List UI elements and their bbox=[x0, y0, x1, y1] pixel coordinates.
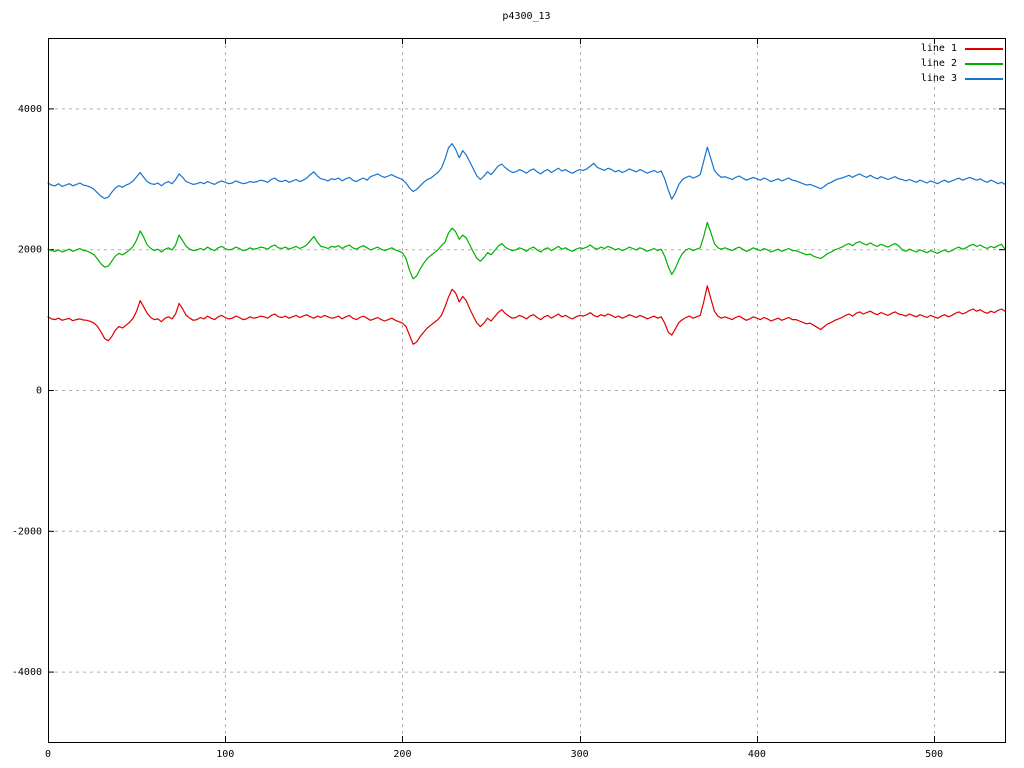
axis-ticks bbox=[48, 38, 1005, 742]
gridlines bbox=[48, 38, 1005, 742]
x-tick-label: 0 bbox=[45, 749, 51, 760]
legend-swatch-line-2 bbox=[965, 62, 1003, 65]
legend-item: line 3 bbox=[921, 71, 1003, 86]
x-tick-label: 500 bbox=[925, 749, 943, 760]
legend-swatch-line-3 bbox=[965, 77, 1003, 80]
chart-title: p4300_13 bbox=[502, 11, 551, 22]
legend: line 1 line 2 line 3 bbox=[921, 41, 1003, 86]
y-tick-label: -2000 bbox=[12, 526, 42, 537]
legend-item: line 2 bbox=[921, 56, 1003, 71]
x-tick-label: 400 bbox=[748, 749, 766, 760]
x-tick-label: 300 bbox=[571, 749, 589, 760]
x-tick-label: 200 bbox=[393, 749, 411, 760]
legend-item: line 1 bbox=[921, 41, 1003, 56]
series-line-1 bbox=[47, 285, 1006, 345]
y-tick-label: 2000 bbox=[18, 245, 42, 256]
legend-swatch-line-1 bbox=[965, 47, 1003, 50]
y-tick-label: 4000 bbox=[18, 104, 42, 115]
axis-tick-labels: -4000 -2000 0 2000 4000 0 100 200 300 400 500 bbox=[12, 104, 943, 760]
y-tick-label: -4000 bbox=[12, 667, 42, 678]
legend-label: line 1 bbox=[920, 43, 957, 54]
y-tick-label: 0 bbox=[36, 386, 42, 397]
series-line-2 bbox=[47, 221, 1006, 280]
legend-label: line 2 bbox=[920, 58, 957, 69]
legend-label: line 3 bbox=[920, 73, 957, 84]
series-line-3 bbox=[47, 143, 1006, 200]
x-tick-label: 100 bbox=[216, 749, 234, 760]
plot-border bbox=[48, 38, 1006, 743]
